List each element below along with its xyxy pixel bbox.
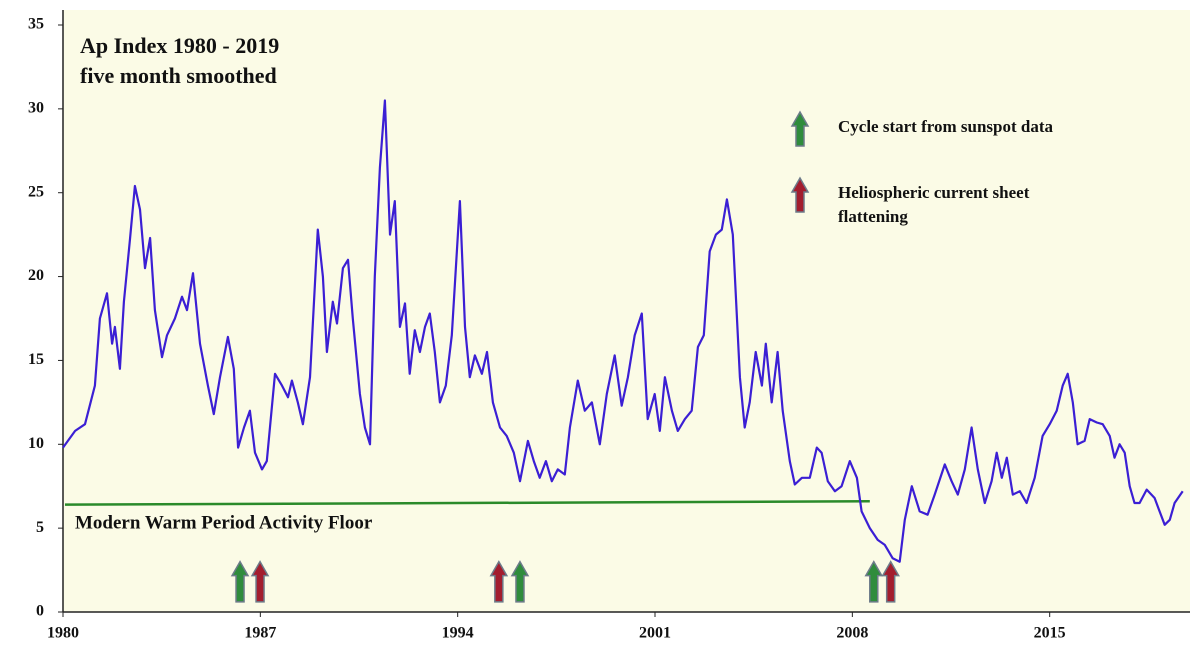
y-tick-label: 0: [36, 603, 44, 620]
x-tick-label: 2001: [639, 625, 671, 642]
arrow: [510, 560, 530, 603]
arrow: [230, 560, 250, 603]
y-tick-label: 35: [28, 16, 44, 33]
legend-label: Heliospheric current sheet: [838, 183, 1030, 202]
x-tick-label: 2015: [1034, 625, 1066, 642]
arrow: [489, 560, 509, 603]
x-tick-label: 1994: [442, 625, 474, 642]
data-line: [62, 99, 1184, 563]
arrow: [864, 560, 884, 603]
plot-background: [63, 10, 1190, 612]
x-tick-label: 2008: [836, 625, 868, 642]
legend-arrow: [790, 110, 810, 147]
chart-title: Ap Index 1980 - 2019: [80, 33, 279, 58]
y-tick-label: 5: [36, 519, 44, 536]
y-tick-label: 25: [28, 183, 44, 200]
arrow: [881, 560, 900, 603]
x-tick-label: 1987: [244, 625, 276, 642]
chart-title: five month smoothed: [80, 63, 277, 88]
legend-label: Cycle start from sunspot data: [838, 117, 1054, 136]
floor-line: [64, 500, 870, 506]
x-tick-label: 1980: [47, 625, 79, 642]
y-tick-label: 10: [28, 435, 44, 452]
y-tick-label: 15: [28, 351, 44, 368]
y-tick-label: 30: [28, 100, 44, 117]
arrow: [250, 560, 270, 603]
legend-label: flattening: [838, 207, 908, 226]
legend-arrow: [790, 176, 810, 213]
y-tick-label: 20: [28, 267, 44, 284]
floor-label: Modern Warm Period Activity Floor: [75, 512, 373, 533]
